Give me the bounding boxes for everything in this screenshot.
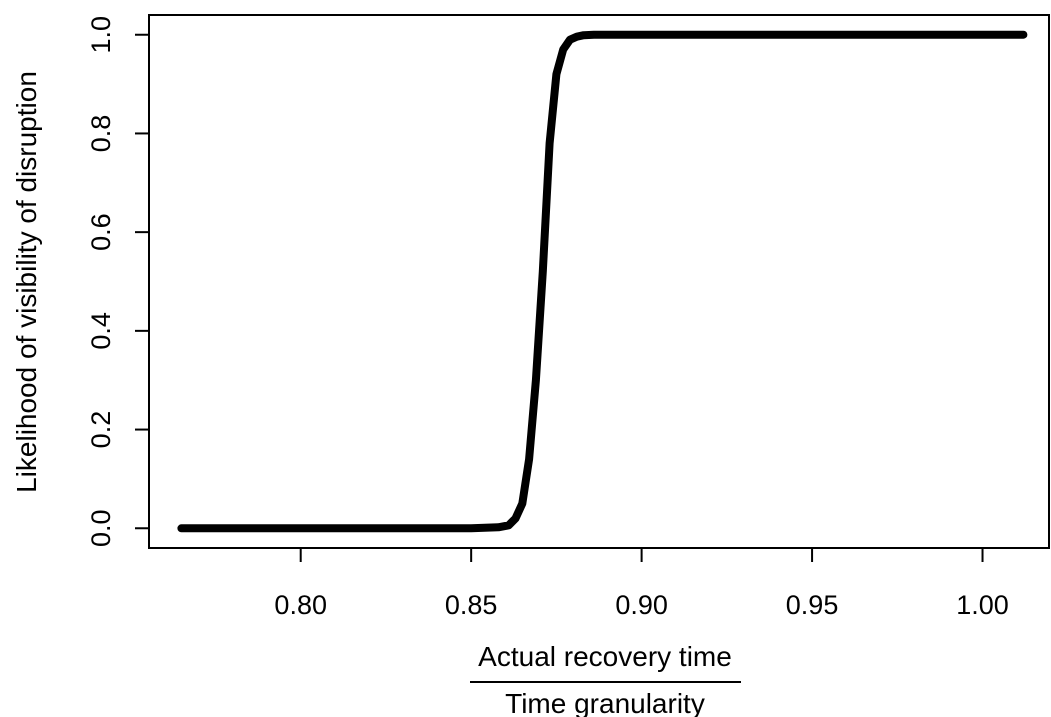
y-tick-label-4: 0.8 bbox=[86, 115, 116, 153]
y-tick-label-2: 0.4 bbox=[86, 312, 116, 350]
plot-frame bbox=[148, 14, 1050, 549]
x-tick-label-2: 0.90 bbox=[615, 590, 668, 620]
series-line-0 bbox=[177, 30, 1028, 533]
y-tick-label-1: 0.2 bbox=[86, 411, 116, 449]
y-tick-label-0: 0.0 bbox=[86, 509, 116, 547]
y-axis-label: Likelihood of visibility of disruption bbox=[11, 71, 42, 493]
x-tick-label-4: 1.00 bbox=[956, 590, 1009, 620]
x-tick-label-3: 0.95 bbox=[786, 590, 839, 620]
x-axis: 0.80 0.85 0.90 0.95 1.00 bbox=[274, 547, 1009, 620]
x-axis-label-denominator: Time granularity bbox=[505, 688, 705, 717]
x-tick-label-1: 0.85 bbox=[445, 590, 498, 620]
y-axis: 0.0 0.2 0.4 0.6 0.8 1.0 bbox=[86, 16, 149, 547]
x-tick-label-0: 0.80 bbox=[274, 590, 327, 620]
y-tick-label-5: 1.0 bbox=[86, 16, 116, 54]
series-layer bbox=[177, 30, 1028, 533]
y-tick-label-3: 0.6 bbox=[86, 213, 116, 251]
x-axis-label-numerator: Actual recovery time bbox=[478, 641, 732, 672]
